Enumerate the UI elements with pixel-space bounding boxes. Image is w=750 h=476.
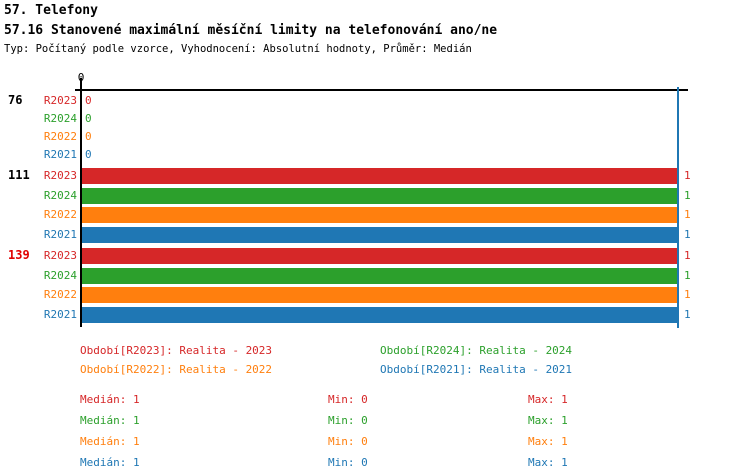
- row-series-label: R2023: [43, 94, 77, 107]
- chart-meta-line: Typ: Počítaný podle vzorce, Vyhodnocení:…: [4, 43, 472, 55]
- bar-value-label: 0: [85, 148, 92, 161]
- bar-value-label: 0: [85, 94, 92, 107]
- row-series-label: R2022: [43, 208, 77, 221]
- axis-line-y: [80, 78, 82, 327]
- row-series-label: R2024: [43, 269, 77, 282]
- bar: [82, 227, 678, 243]
- bar: [82, 268, 678, 284]
- bar: [82, 168, 678, 184]
- bar: [82, 248, 678, 264]
- bar-value-label: 1: [684, 169, 691, 182]
- row-series-label: R2023: [43, 249, 77, 262]
- stat-median-cell: Medián: 1: [80, 414, 140, 427]
- group-label: 111: [8, 168, 30, 182]
- row-series-label: R2023: [43, 169, 77, 182]
- legend-item: Období[R2024]: Realita - 2024: [380, 344, 573, 357]
- bar: [82, 287, 678, 303]
- stat-max-cell: Max: 1: [528, 435, 568, 448]
- legend-item: Období[R2022]: Realita - 2022: [80, 363, 273, 376]
- bar-value-label: 0: [85, 130, 92, 143]
- bar-value-label: 1: [684, 269, 691, 282]
- stat-min-cell: Min: 0: [328, 414, 368, 427]
- stat-min-cell: Min: 0: [328, 393, 368, 406]
- stat-median-cell: Medián: 1: [80, 393, 140, 406]
- row-series-label: R2022: [43, 288, 77, 301]
- row-series-label: R2024: [43, 112, 77, 125]
- legend-item: Období[R2023]: Realita - 2023: [80, 344, 273, 357]
- stat-max-cell: Max: 1: [528, 414, 568, 427]
- page-subtitle: 57.16 Stanovené maximální měsíční limity…: [4, 23, 498, 38]
- stat-min-cell: Min: 0: [328, 456, 368, 469]
- row-series-label: R2021: [43, 148, 77, 161]
- bar-value-label: 1: [684, 208, 691, 221]
- row-series-label: R2021: [43, 308, 77, 321]
- stat-min-cell: Min: 0: [328, 435, 368, 448]
- stat-max-cell: Max: 1: [528, 393, 568, 406]
- group-label: 139: [8, 248, 30, 262]
- group-label: 76: [8, 93, 23, 107]
- bar-value-label: 1: [684, 228, 691, 241]
- stat-median-cell: Medián: 1: [80, 456, 140, 469]
- axis-line-x: [75, 89, 688, 91]
- bar-value-label: 1: [684, 288, 691, 301]
- axis-tick-label: 0: [77, 71, 85, 84]
- bar: [82, 307, 678, 323]
- row-series-label: R2024: [43, 189, 77, 202]
- reference-line: [677, 87, 679, 328]
- row-series-label: R2022: [43, 130, 77, 143]
- bar: [82, 188, 678, 204]
- bar: [82, 207, 678, 223]
- stat-median-cell: Medián: 1: [80, 435, 140, 448]
- bar-value-label: 1: [684, 308, 691, 321]
- page-title: 57. Telefony: [4, 3, 98, 18]
- legend-item: Období[R2021]: Realita - 2021: [380, 363, 573, 376]
- bar-value-label: 0: [85, 112, 92, 125]
- bar-value-label: 1: [684, 189, 691, 202]
- stat-max-cell: Max: 1: [528, 456, 568, 469]
- bar-value-label: 1: [684, 249, 691, 262]
- row-series-label: R2021: [43, 228, 77, 241]
